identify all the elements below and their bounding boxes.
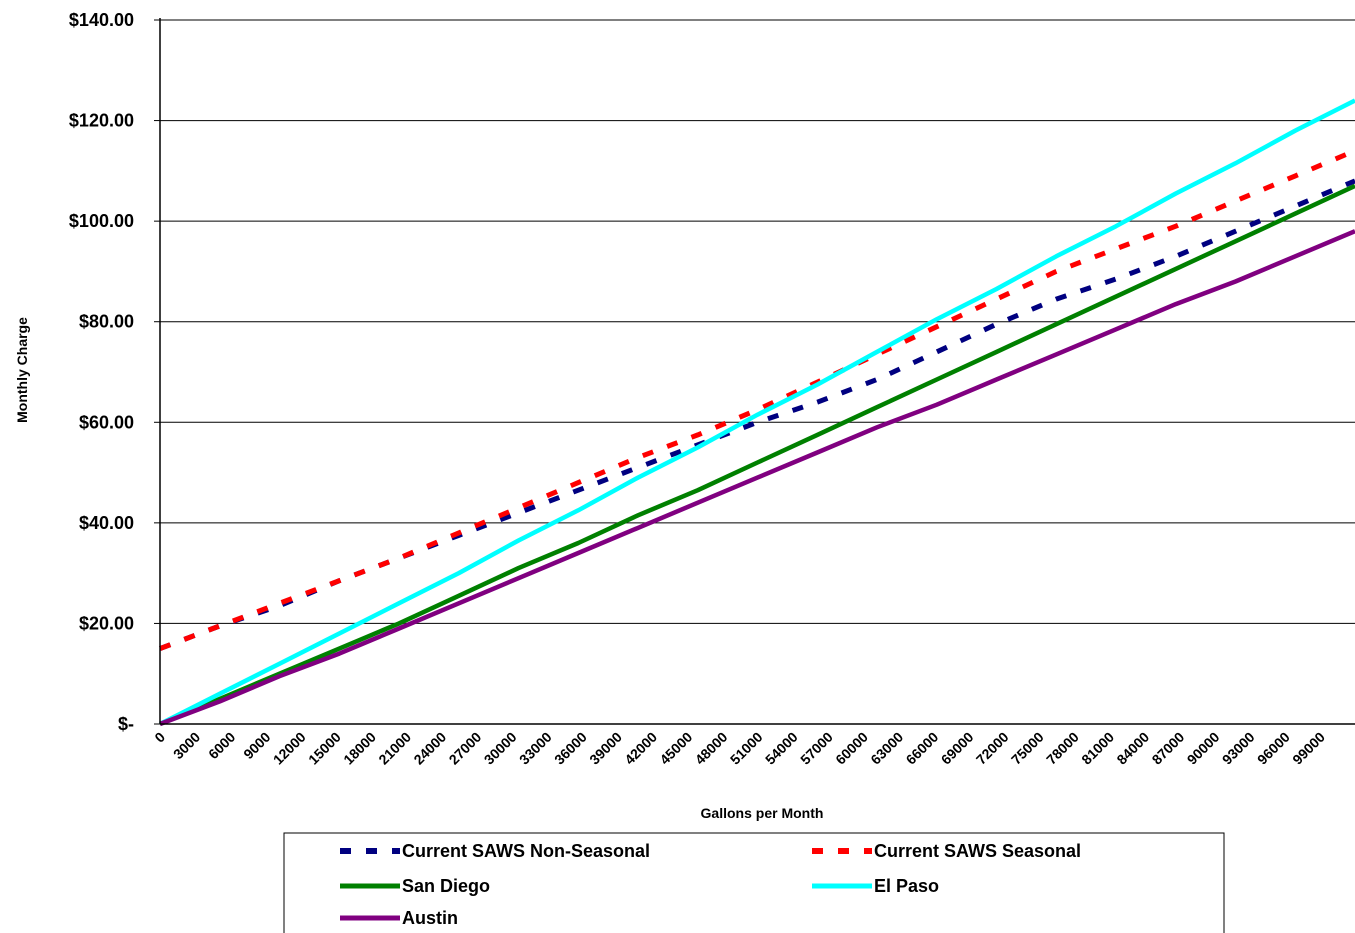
y-tick-label: $40.00 [79,513,134,533]
x-tick-label: 60000 [832,729,871,768]
legend-label: Austin [402,908,458,928]
series-line-san-diego [159,183,1355,727]
x-tick-label: 69000 [938,729,977,768]
legend-label: Current SAWS Non-Seasonal [402,841,650,861]
x-tick-label: 78000 [1043,729,1082,768]
x-tick-label: 48000 [692,729,731,768]
x-tick-label: 63000 [867,729,906,768]
x-tick-label: 96000 [1254,729,1293,768]
series-line-el-paso [158,98,1355,727]
legend-label: Current SAWS Seasonal [874,841,1081,861]
x-tick-labels: 0 3000 6000 9000120001500018000210002400027… [151,729,1328,768]
x-tick-label: 66000 [903,729,942,768]
y-tick-label: $120.00 [69,111,134,131]
x-tick-label: 39000 [586,729,625,768]
x-tick-label: 18000 [340,729,379,768]
x-tick-label: 27000 [446,729,485,768]
y-tick-label: $- [118,714,134,734]
x-tick-label: 99000 [1289,729,1328,768]
series-line-current-saws-seasonal [159,148,1355,651]
legend-box [283,832,1225,933]
x-tick-label: 6000 [205,729,238,762]
x-tick-label: 84000 [1113,729,1152,768]
x-tick-label: 72000 [973,729,1012,768]
x-tick-label: 0 [151,729,168,746]
x-tick-label: 12000 [270,729,309,768]
x-tick-label: 87000 [1149,729,1188,768]
legend: Current SAWS Non-Seasonal Current SAWS Se… [283,832,1225,933]
y-tick-label: $20.00 [79,613,134,633]
grid-lines [160,19,1355,624]
x-tick-label: 81000 [1078,729,1117,768]
series-lines [158,98,1355,727]
y-tick-labels: $- $20.00 $40.00 $60.00 $80.00 $100.00 $120.00… [69,10,160,734]
x-tick-label: 9000 [240,729,273,762]
series-line-austin [159,229,1355,727]
x-tick-label: 90000 [1184,729,1223,768]
y-tick-label: $60.00 [79,412,134,432]
x-tick-label: 21000 [375,729,414,768]
x-tick-label: 42000 [621,729,660,768]
y-tick-label: $100.00 [69,211,134,231]
x-tick-label: 15000 [305,729,344,768]
x-tick-label: 36000 [551,729,590,768]
x-tick-label: 24000 [410,729,449,768]
y-axis-title: Monthly Charge [14,317,30,423]
x-axis-title: Gallons per Month [701,805,824,821]
y-tick-label: $140.00 [69,10,134,30]
x-tick-label: 33000 [516,729,555,768]
x-tick-label: 3000 [170,729,203,762]
x-tick-label: 93000 [1219,729,1258,768]
legend-label: El Paso [874,876,939,896]
axes [159,18,1355,725]
x-tick-label: 45000 [656,729,695,768]
x-tick-label: 75000 [1008,729,1047,768]
x-tick-label: 30000 [481,729,520,768]
x-tick-label: 54000 [762,729,801,768]
legend-label: San Diego [402,876,490,896]
y-tick-label: $80.00 [79,312,134,332]
x-tick-label: 51000 [727,729,766,768]
x-tick-label: 57000 [797,729,836,768]
